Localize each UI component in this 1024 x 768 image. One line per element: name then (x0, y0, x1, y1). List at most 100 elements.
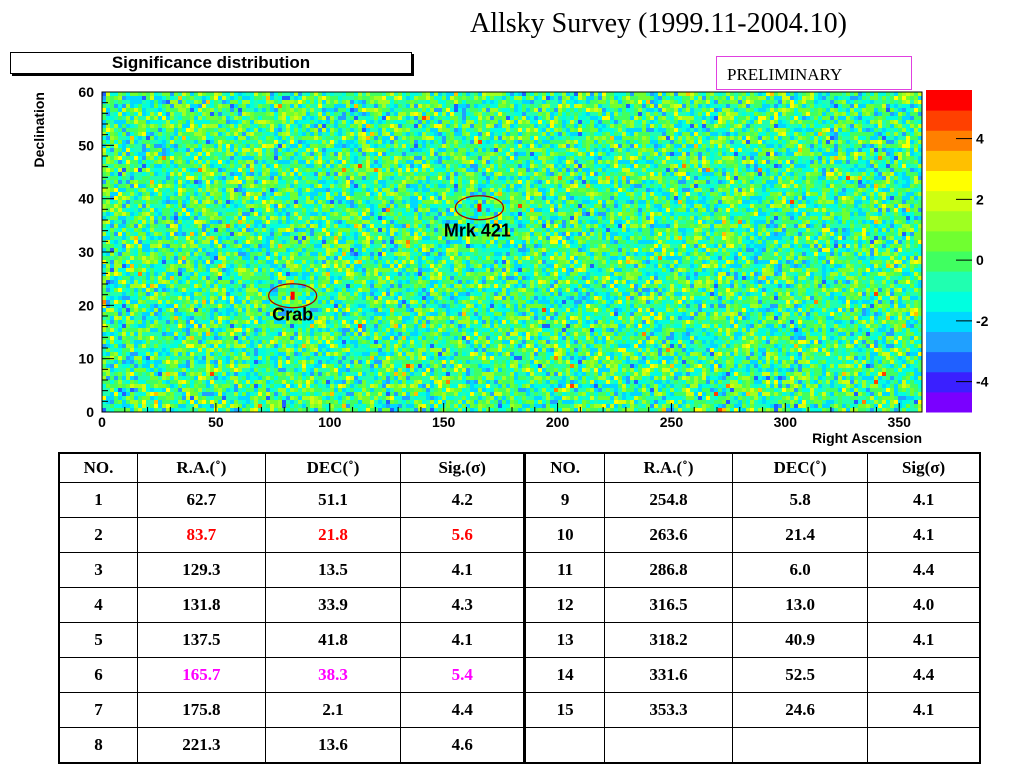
heatmap-cell (818, 112, 822, 116)
heatmap-cell (490, 108, 494, 112)
heatmap-cell (270, 208, 274, 212)
heatmap-cell (710, 104, 714, 108)
heatmap-cell (914, 144, 918, 148)
heatmap-cell (290, 92, 294, 96)
heatmap-cell (738, 124, 742, 128)
heatmap-cell (110, 136, 114, 140)
heatmap-cell (742, 108, 746, 112)
heatmap-cell (490, 172, 494, 176)
heatmap-cell (534, 192, 538, 196)
heatmap-cell (738, 156, 742, 160)
heatmap-cell (486, 176, 490, 180)
heatmap-cell (594, 204, 598, 208)
heatmap-cell (206, 184, 210, 188)
heatmap-cell (782, 176, 786, 180)
heatmap-cell (722, 196, 726, 200)
heatmap-cell (858, 164, 862, 168)
heatmap-cell (750, 120, 754, 124)
heatmap-cell (238, 172, 242, 176)
heatmap-cell (686, 132, 690, 136)
heatmap-cell (466, 124, 470, 128)
heatmap-cell (738, 96, 742, 100)
heatmap-cell (914, 204, 918, 208)
heatmap-cell (450, 128, 454, 132)
heatmap-cell (638, 92, 642, 96)
heatmap-cell (622, 96, 626, 100)
heatmap-cell (354, 180, 358, 184)
heatmap-cell (886, 100, 890, 104)
heatmap-cell (318, 160, 322, 164)
heatmap-cell (734, 152, 738, 156)
heatmap-cell (262, 120, 266, 124)
heatmap-cell (538, 192, 542, 196)
heatmap-cell (662, 200, 666, 204)
heatmap-cell (270, 112, 274, 116)
heatmap-cell (890, 124, 894, 128)
heatmap-cell (306, 96, 310, 100)
heatmap-cell (802, 148, 806, 152)
heatmap-cell (750, 140, 754, 144)
heatmap-cell (478, 200, 482, 204)
heatmap-cell (278, 140, 282, 144)
heatmap-cell (350, 112, 354, 116)
heatmap-cell (558, 156, 562, 160)
heatmap-cell (718, 144, 722, 148)
heatmap-cell (818, 148, 822, 152)
heatmap-cell (574, 160, 578, 164)
heatmap-cell (698, 140, 702, 144)
heatmap-cell (150, 92, 154, 96)
heatmap-cell (422, 156, 426, 160)
heatmap-cell (534, 104, 538, 108)
heatmap-cell (882, 192, 886, 196)
heatmap-cell (354, 144, 358, 148)
heatmap-cell (170, 124, 174, 128)
heatmap-cell (834, 176, 838, 180)
heatmap-cell (762, 172, 766, 176)
heatmap-cell (394, 112, 398, 116)
heatmap-cell (166, 184, 170, 188)
heatmap-cell (650, 176, 654, 180)
heatmap-cell (226, 120, 230, 124)
heatmap-cell (310, 192, 314, 196)
heatmap-cell (530, 100, 534, 104)
heatmap-cell (338, 160, 342, 164)
heatmap-cell (194, 104, 198, 108)
heatmap-cell (386, 116, 390, 120)
heatmap-cell (366, 108, 370, 112)
heatmap-cell (378, 120, 382, 124)
heatmap-cell (582, 188, 586, 192)
heatmap-cell (422, 100, 426, 104)
heatmap-cell (850, 200, 854, 204)
heatmap-cell (146, 128, 150, 132)
heatmap-cell (858, 200, 862, 204)
heatmap-cell (550, 132, 554, 136)
heatmap-cell (246, 116, 250, 120)
heatmap-cell (258, 192, 262, 196)
heatmap-cell (650, 104, 654, 108)
heatmap-cell (446, 200, 450, 204)
heatmap-cell (106, 180, 110, 184)
heatmap-cell (202, 200, 206, 204)
heatmap-cell (394, 152, 398, 156)
heatmap-cell (250, 200, 254, 204)
heatmap-cell (878, 112, 882, 116)
heatmap-cell (486, 100, 490, 104)
heatmap-cell (174, 112, 178, 116)
heatmap-cell (866, 116, 870, 120)
heatmap-cell (254, 180, 258, 184)
heatmap-cell (682, 120, 686, 124)
heatmap-cell (670, 176, 674, 180)
heatmap-cell (686, 160, 690, 164)
heatmap-cell (414, 192, 418, 196)
heatmap-cell (350, 184, 354, 188)
heatmap-cell (762, 136, 766, 140)
heatmap-cell (410, 92, 414, 96)
heatmap-cell (902, 128, 906, 132)
heatmap-cell (322, 196, 326, 200)
heatmap-cell (638, 116, 642, 120)
heatmap-cell (206, 192, 210, 196)
heatmap-cell (670, 160, 674, 164)
heatmap-cell (890, 120, 894, 124)
heatmap-cell (574, 104, 578, 108)
heatmap-cell (430, 124, 434, 128)
